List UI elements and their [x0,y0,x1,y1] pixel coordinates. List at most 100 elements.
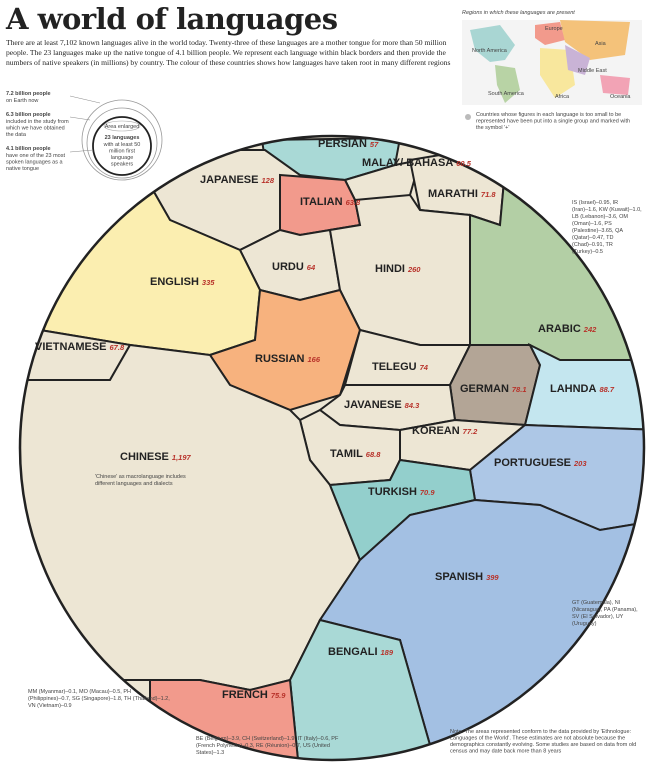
footnote-line: (Nicaragua), PA (Panama), [572,607,638,613]
footnote: IS (Israel)–0.95, IR (Iran)–1.6, KW (Kuwa… [572,200,642,255]
map-region-label: Asia [595,41,607,47]
intro: There are at least 7,102 known languages… [6,38,451,67]
language-name: URDU [272,261,304,273]
language-name: TURKISH [368,486,417,498]
language-name: SPANISH [435,571,483,583]
map-note-line: the symbol '+' [476,125,509,131]
language-name: PORTUGUESE [494,457,571,469]
footnote: BE (Belgium)–3.9, CH (Switzerland)–1.9, … [196,736,339,756]
key-label-line: native tongue [6,166,39,172]
chinese-note-line: 'Chinese' as macrolanguage includes [95,474,186,480]
map-blob [535,22,565,45]
footnote-line: (Philippines)–0.7, SG (Singapore)–1.8, T… [28,696,170,702]
plus-symbol-dot [465,114,471,120]
key-inner-sub-line: with at least 50 [103,142,141,148]
key-leader [69,95,101,104]
footnote-line: States)–1.3 [196,750,224,756]
footnote-note-line: Note: The areas represented conform to t… [450,729,632,735]
map-region-label: South America [488,91,525,97]
language-name: BENGALI [328,646,378,658]
key-label: have one of the 23 most spoken languages … [6,153,65,172]
language-name: JAPANESE [200,174,258,186]
language-speakers: 128 [261,176,274,185]
map-blob [600,75,630,95]
key-inner-sub: with at least 50 million first language spe… [103,142,141,168]
language-name: HINDI [375,263,405,275]
footnote-line: (Iran)–1.6, KW (Kuwait)–1.0, [572,207,642,213]
map-region-label: Oceania [610,94,631,100]
key-inner-sub-line: speakers [111,162,134,168]
language-name: FRENCH [222,689,268,701]
key-label: included in the study from which we have … [5,119,69,138]
key-label-line: on Earth now [6,98,38,104]
key-circle [92,116,152,176]
key-leader [69,149,94,153]
footnote-line: BE (Belgium)–3.9, CH (Switzerland)–1.9, … [196,736,339,742]
language-name: KOREAN [412,425,460,437]
key-ellipse [103,120,141,132]
language-name: TELEGU [372,361,417,373]
key-leader [69,116,91,121]
language-name: CHINESE [120,451,169,463]
language-speakers: 63.8 [346,198,361,207]
language-region [288,618,442,760]
language-speakers: 84.3 [405,401,420,410]
language-speakers: 64 [307,263,316,272]
footnote-line: LB (Lebanon)–3.6, OM [572,214,628,220]
title: A world of languages [6,2,338,36]
key-inner-title: 23 languages [105,135,140,141]
language-name: MALAY/ BAHASA [362,157,453,169]
map-region-label: Africa [555,94,570,100]
map-note-line: Countries whose figures in each language… [476,112,621,118]
language-speakers: 77.2 [463,427,478,436]
footnote-note-line: demographics constantly evolving. Some s… [450,742,636,748]
language-speakers: 335 [202,278,215,287]
footnote-line: (Uruguay) [572,621,597,627]
map-region-label: Europe [545,26,563,32]
key-inner-sub-line: million first [109,149,135,155]
footnote-line: (Chad)–0.91, TR [572,242,613,248]
language-speakers: 242 [583,325,597,334]
footnote-note-line: Languages of the World'. These estimates… [450,736,625,742]
key-label: on Earth now [6,98,38,104]
language-speakers: 260 [407,265,421,274]
key-label-line: have one of the 23 most [6,153,65,159]
footnote-line: IS (Israel)–0.95, IR [572,200,618,206]
language-speakers: 67.8 [110,343,125,352]
language-name: ENGLISH [150,276,199,288]
map-blob [470,25,515,62]
map-blob [565,45,590,75]
footnote-line: (Palestine)–3.65, QA [572,228,623,234]
key-label-line: 6.3 billion people [6,112,51,118]
key-label-line: 4.1 billion people [6,146,51,152]
language-speakers: 75.9 [271,691,286,700]
footnote-note: Note: The areas represented conform to t… [450,729,636,755]
map-title: Regions in which these languages are pre… [462,10,575,16]
footnote-line: (Oman)–1.6, PS [572,221,612,227]
language-name: MARATHI [428,188,478,200]
key-inner-sub-line: language [111,155,134,161]
language-speakers: 60.5 [456,159,471,168]
key-circle [81,99,163,181]
key-label-line: 7.2 billion people [6,91,51,97]
language-name: ITALIAN [300,196,343,208]
key-label-line: the data [6,132,27,138]
map-blob [540,48,575,98]
language-name: PERSIAN [318,138,367,150]
language-speakers: 189 [381,648,394,657]
language-speakers: 74 [420,363,429,372]
map-region-label: Middle East [578,68,607,74]
key-circle [86,107,158,179]
footnote-line: (French Polynesia)–0.3, RE (Réunion)–0.7… [196,743,330,749]
map-blob [560,20,630,60]
footnote-note-line: census and may date back more than 8 yea… [450,749,562,755]
footnote-line: (Qatar)–0.47, TD [572,235,613,241]
language-speakers: 166 [308,355,321,364]
language-name: ARABIC [538,323,581,335]
language-name: LAHNDA [550,383,596,395]
language-speakers: 70.9 [420,488,435,497]
key-label: 7.2 billion people [6,91,51,97]
map-blob [495,65,520,103]
language-speakers: 57 [370,140,379,149]
